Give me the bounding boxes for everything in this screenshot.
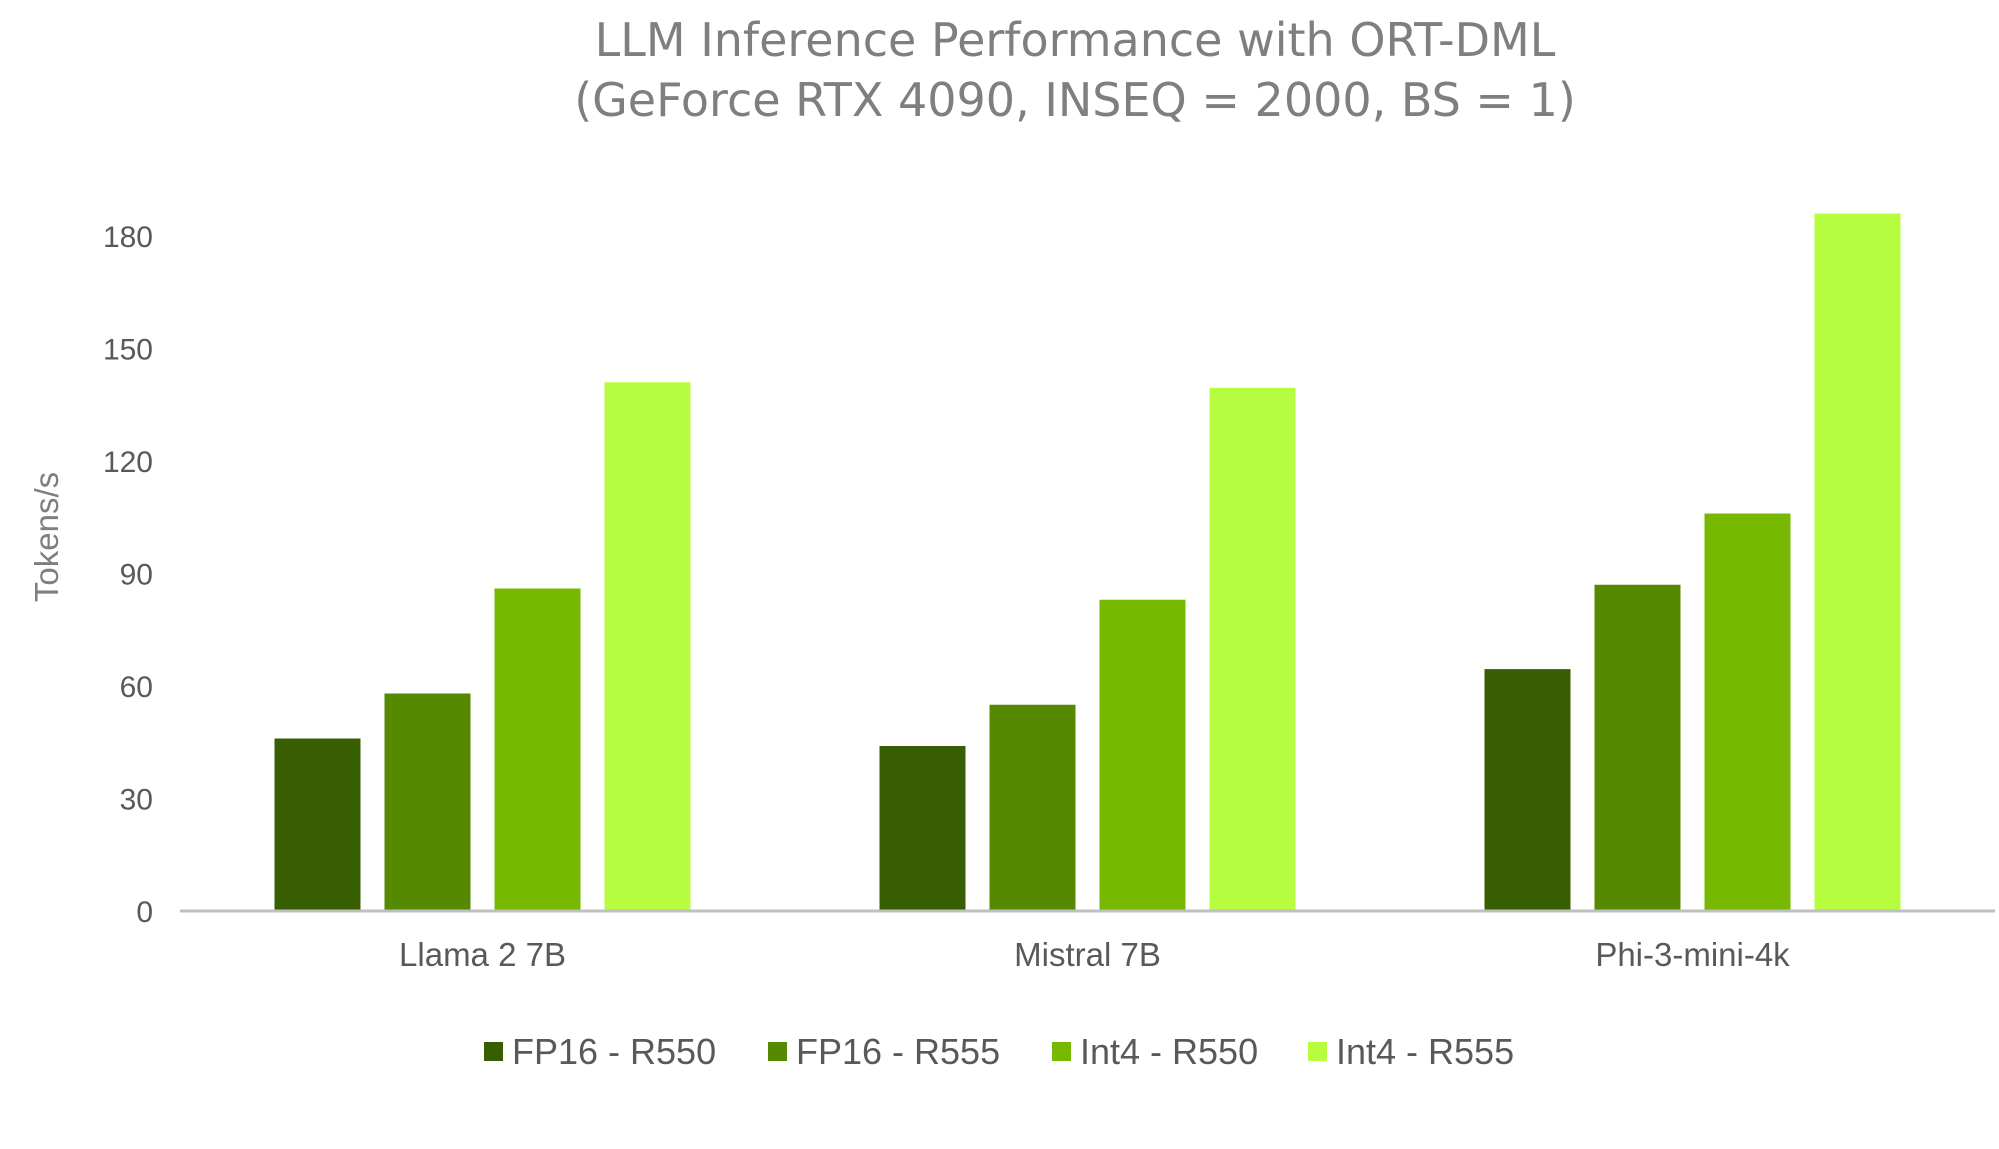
legend-swatch [1308,1042,1327,1061]
y-tick-label: 120 [103,446,153,479]
legend-item: Int4 - R555 [1308,1031,1514,1072]
bars-group [274,213,1901,911]
y-axis-ticks: 0 30 60 90 120 150 180 [103,221,153,929]
bar [494,588,581,911]
legend-label: Int4 - R555 [1336,1031,1514,1072]
legend-label: FP16 - R550 [512,1031,716,1072]
x-axis-category-labels: Llama 2 7B Mistral 7B Phi-3-mini-4k [399,936,1790,973]
x-category-label: Mistral 7B [1014,936,1161,973]
chart-subtitle: (GeForce RTX 4090, INSEQ = 2000, BS = 1) [574,73,1576,127]
legend: FP16 - R550 FP16 - R555 Int4 - R550 Int4 - … [484,1031,1514,1072]
x-category-label: Phi-3-mini-4k [1595,936,1790,973]
legend-label: Int4 - R550 [1080,1031,1258,1072]
legend-swatch [768,1042,787,1061]
bar [384,693,471,911]
legend-item: Int4 - R550 [1052,1031,1258,1072]
bar [1209,387,1296,911]
bar [1099,599,1186,911]
legend-item: FP16 - R550 [484,1031,716,1072]
y-tick-label: 90 [120,559,153,592]
legend-label: FP16 - R555 [796,1031,1000,1072]
bar [1814,213,1901,911]
y-tick-label: 0 [136,896,153,929]
bar [1484,669,1571,911]
legend-swatch [1052,1042,1071,1061]
y-tick-label: 30 [120,784,153,817]
bar [1594,584,1681,911]
bar [989,704,1076,911]
bar [274,738,361,911]
y-tick-label: 150 [103,334,153,367]
bar [879,746,966,911]
y-axis-title: Tokens/s [28,472,65,602]
y-tick-label: 60 [120,671,153,704]
legend-item: FP16 - R555 [768,1031,1000,1072]
x-category-label: Llama 2 7B [399,936,566,973]
bar [604,382,691,911]
chart-title: LLM Inference Performance with ORT-DML [595,13,1556,67]
bar [1704,513,1791,911]
legend-swatch [484,1042,503,1061]
y-tick-label: 180 [103,221,153,254]
